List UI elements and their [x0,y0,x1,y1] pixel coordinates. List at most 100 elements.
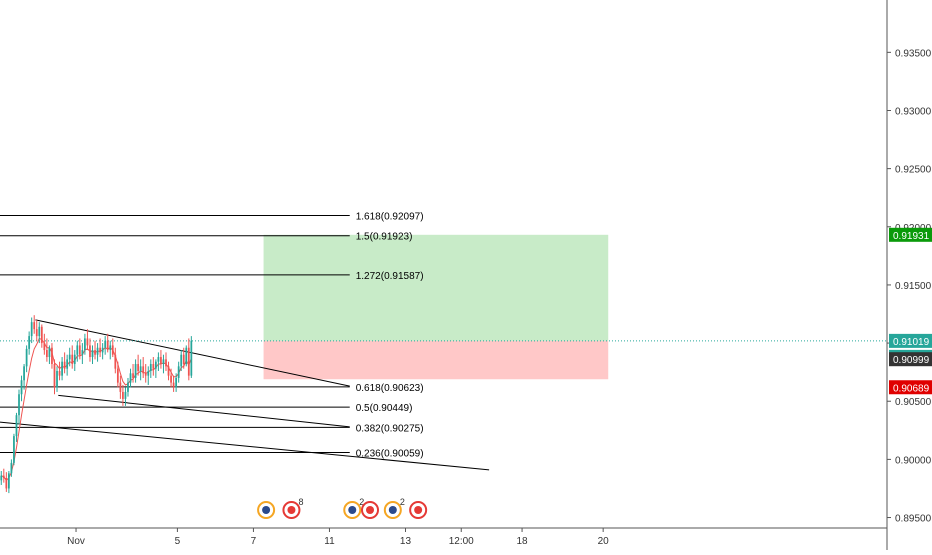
x-tick-label: 7 [251,536,257,547]
event-count-label: 8 [298,497,303,507]
ema-line [1,337,192,482]
candle [116,368,119,383]
candle [170,375,172,383]
x-tick-label: 20 [598,536,610,547]
y-tick-label: 0.91500 [895,281,932,292]
y-tick-label: 0.93000 [895,106,932,117]
stop-price-badge [889,380,932,395]
target-price-label: 0.91931 [893,231,930,242]
candle [142,366,145,374]
candle [33,322,36,330]
candle [137,364,140,371]
candle [109,345,112,351]
candle [91,350,94,358]
candle [5,477,8,489]
candle [157,357,160,362]
candle [38,326,41,337]
prev-close-badge [889,352,932,367]
fib-level-label: 0.5(0.90449) [356,403,413,414]
target-zone[interactable] [263,234,609,341]
candle [104,340,107,348]
candle [127,382,129,392]
y-tick-label: 0.90500 [895,397,932,408]
candle [175,377,178,388]
x-tick-label: Nov [67,536,85,547]
candle [139,366,142,371]
candle [111,345,114,355]
candle [28,336,31,349]
current-price-badge [889,333,932,348]
candle [51,347,53,365]
flag-icon-center [287,506,296,514]
candle [129,373,132,383]
candle [187,347,190,376]
candle [66,359,69,369]
candle [134,364,137,378]
x-tick-label: 12:00 [449,536,474,547]
stop-price-label: 0.90689 [893,383,930,394]
candle [96,347,99,355]
candle [86,338,89,346]
candle [30,322,33,337]
candle [53,364,56,388]
candle [162,359,165,365]
candle [25,348,28,367]
stop-zone[interactable] [263,340,609,380]
candle [94,350,96,355]
candle [122,391,124,399]
fib-level-label: 0.236(0.90059) [356,449,424,460]
flag-icon-center [262,506,271,514]
candle [182,354,185,365]
y-tick-label: 0.89500 [895,514,932,525]
candle [40,326,43,344]
candle [45,350,48,358]
candle [89,345,91,358]
candle [101,347,104,353]
current-price-label: 0.91019 [893,337,930,348]
candle [56,370,58,388]
candle [10,462,13,474]
candle [15,415,18,437]
prev-close-label: 0.90999 [893,355,930,366]
candle [23,366,25,381]
candle [114,354,117,369]
event-count-label: 2 [400,497,405,507]
candle [144,373,147,376]
fib-level-label: 1.5(0.91923) [356,232,413,243]
trendline[interactable] [58,394,350,428]
candle [180,354,183,367]
candle [81,350,84,355]
candle [20,380,23,395]
candle [124,391,127,399]
candle [78,345,81,355]
candle [165,359,167,367]
candle [18,394,20,416]
candle [154,361,157,369]
target-price-badge [889,227,932,242]
candle [106,340,109,351]
fib-level-label: 0.618(0.90623) [356,383,424,394]
fib-level-label: 0.382(0.90275) [356,423,424,434]
candle [58,370,61,376]
flag-icon-center [388,506,397,514]
y-tick-label: 0.93500 [895,48,932,59]
y-tick-label: 0.90000 [895,455,932,466]
candle [35,329,38,337]
fib-level-label: 1.618(0.92097) [356,212,424,223]
x-tick-label: 5 [175,536,181,547]
candle [84,338,86,351]
x-tick-label: 11 [324,536,335,547]
y-tick-label: 0.92500 [895,165,932,176]
candle [63,361,66,369]
candle [99,347,101,353]
flag-icon-center [414,506,423,514]
candle [152,364,155,369]
candle [71,354,74,365]
candle [177,366,180,378]
candle [73,354,76,365]
candle [68,354,71,360]
candle [185,347,188,365]
trendline[interactable] [0,421,490,471]
